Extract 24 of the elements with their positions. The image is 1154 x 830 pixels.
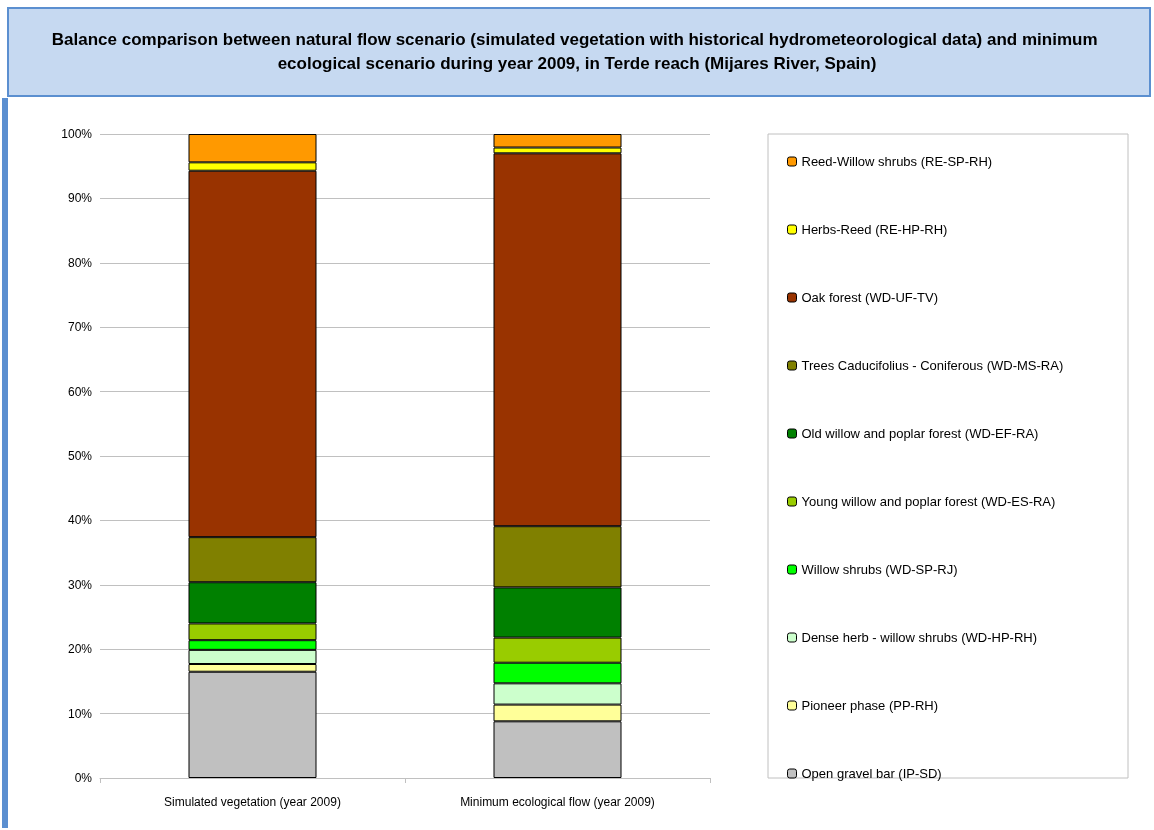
y-tick-label: 100%	[61, 127, 93, 141]
y-tick-label: 60%	[67, 384, 93, 399]
y-tick-label: 70%	[67, 320, 93, 335]
chart-title: Balance comparison between natural flow scenario (simulated vegetation with historical hydrometeorological data) and minimum ecological scenario during year 2009, in Terde reach (Mijares River, Spain)	[51, 29, 1103, 73]
y-tick-label: 40%	[67, 513, 93, 528]
legend-label: Dense herb - willow shrubs (WD-HP-RH)	[801, 630, 1037, 645]
legend-label: Trees Caducifolius - Coniferous (WD-MS-RA)	[801, 358, 1064, 373]
legend-label: Old willow and poplar forest (WD-EF-RA)	[801, 426, 1039, 441]
y-tick-label: 80%	[67, 255, 93, 270]
y-tick-label: 90%	[67, 191, 93, 206]
legend-label: Pioneer phase (PP-RH)	[801, 698, 939, 713]
legend-label: Reed-Willow shrubs (RE-SP-RH)	[801, 154, 993, 169]
x-tick-label: Minimum ecological flow (year 2009)	[460, 795, 655, 809]
legend-label: Herbs-Reed (RE-HP-RH)	[801, 222, 948, 237]
y-tick-label: 20%	[67, 642, 93, 657]
legend-label: Young willow and poplar forest (WD-ES-RA)	[801, 494, 1056, 509]
legend-label: Open gravel bar (IP-SD)	[801, 766, 942, 781]
x-tick-label: Simulated vegetation (year 2009)	[164, 795, 341, 809]
y-tick-label: 10%	[67, 706, 93, 721]
y-tick-label: 50%	[67, 449, 93, 463]
legend-label: Oak forest (WD-UF-TV)	[801, 290, 938, 305]
legend-label: Willow shrubs (WD-SP-RJ)	[801, 562, 958, 577]
y-tick-label: 0%	[74, 771, 93, 785]
y-tick-label: 30%	[67, 577, 93, 592]
